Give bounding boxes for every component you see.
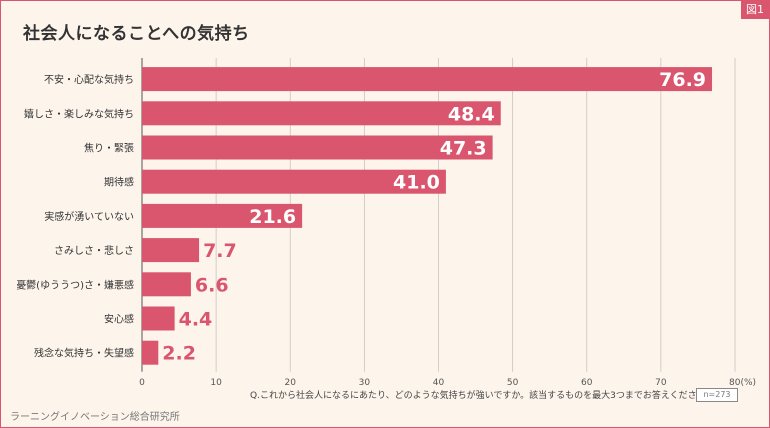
x-tick-label: 20: [285, 378, 297, 388]
sample-size: n=273: [696, 388, 738, 402]
x-tick-label: 80(%): [729, 378, 756, 388]
category-label: 焦り・緊張: [84, 142, 134, 155]
data-label: 21.6: [249, 206, 296, 228]
bar: [142, 67, 713, 92]
category-labels: 不安・心配な気持ち嬉しさ・楽しみな気持ち焦り・緊張期待感実感が湧いていないさみし…: [16, 73, 134, 360]
data-label: 7.7: [203, 240, 237, 262]
data-label: 2.2: [162, 343, 196, 365]
x-tick-label: 10: [210, 378, 222, 388]
category-label: 実感が湧いていない: [44, 210, 134, 223]
x-tick-labels: 0 10 20 30 40 50 60 70 80(%): [139, 378, 756, 388]
bar: [142, 135, 493, 160]
bar: [142, 101, 501, 126]
bar: [142, 203, 303, 228]
bars: 76.9 48.4 47.341.0 21.6 7.7 6.6 4.4 2.2: [142, 67, 713, 365]
source-credit: ラーニングイノベーション総合研究所: [10, 412, 180, 423]
x-tick-label: 70: [655, 378, 667, 388]
bar: [142, 238, 200, 263]
bar: [142, 169, 446, 194]
data-label: 48.4: [448, 103, 495, 125]
x-tick-label: 30: [359, 378, 371, 388]
category-label: 憂鬱(ゆううつ)さ・嫌悪感: [16, 278, 134, 291]
question-note: Q.これから社会人になるにあたり、どのような気持ちが強いですか。該当するものを最…: [250, 391, 715, 401]
category-label: 不安・心配な気持ち: [44, 73, 134, 86]
category-label: さみしさ・悲しさ: [54, 244, 134, 257]
data-label: 4.4: [179, 309, 213, 331]
x-tick-label: 0: [139, 378, 145, 388]
category-label: 安心感: [104, 313, 134, 326]
category-label: 期待感: [104, 176, 134, 189]
x-tick-label: 50: [507, 378, 519, 388]
bar: [142, 272, 191, 297]
category-label: 残念な気持ち・失望感: [34, 347, 134, 360]
bar: [142, 340, 159, 365]
x-tick-label: 60: [581, 378, 593, 388]
bar: [142, 306, 175, 331]
figure-badge: 図1: [741, 1, 769, 19]
data-label: 47.3: [440, 138, 487, 160]
data-label: 76.9: [659, 69, 706, 91]
data-label: 6.6: [195, 274, 229, 296]
chart-title: 社会人になることへの気持ち: [23, 24, 250, 44]
data-label: 41.0: [393, 172, 440, 194]
category-label: 嬉しさ・楽しみな気持ち: [24, 107, 134, 120]
x-tick-label: 40: [433, 378, 445, 388]
